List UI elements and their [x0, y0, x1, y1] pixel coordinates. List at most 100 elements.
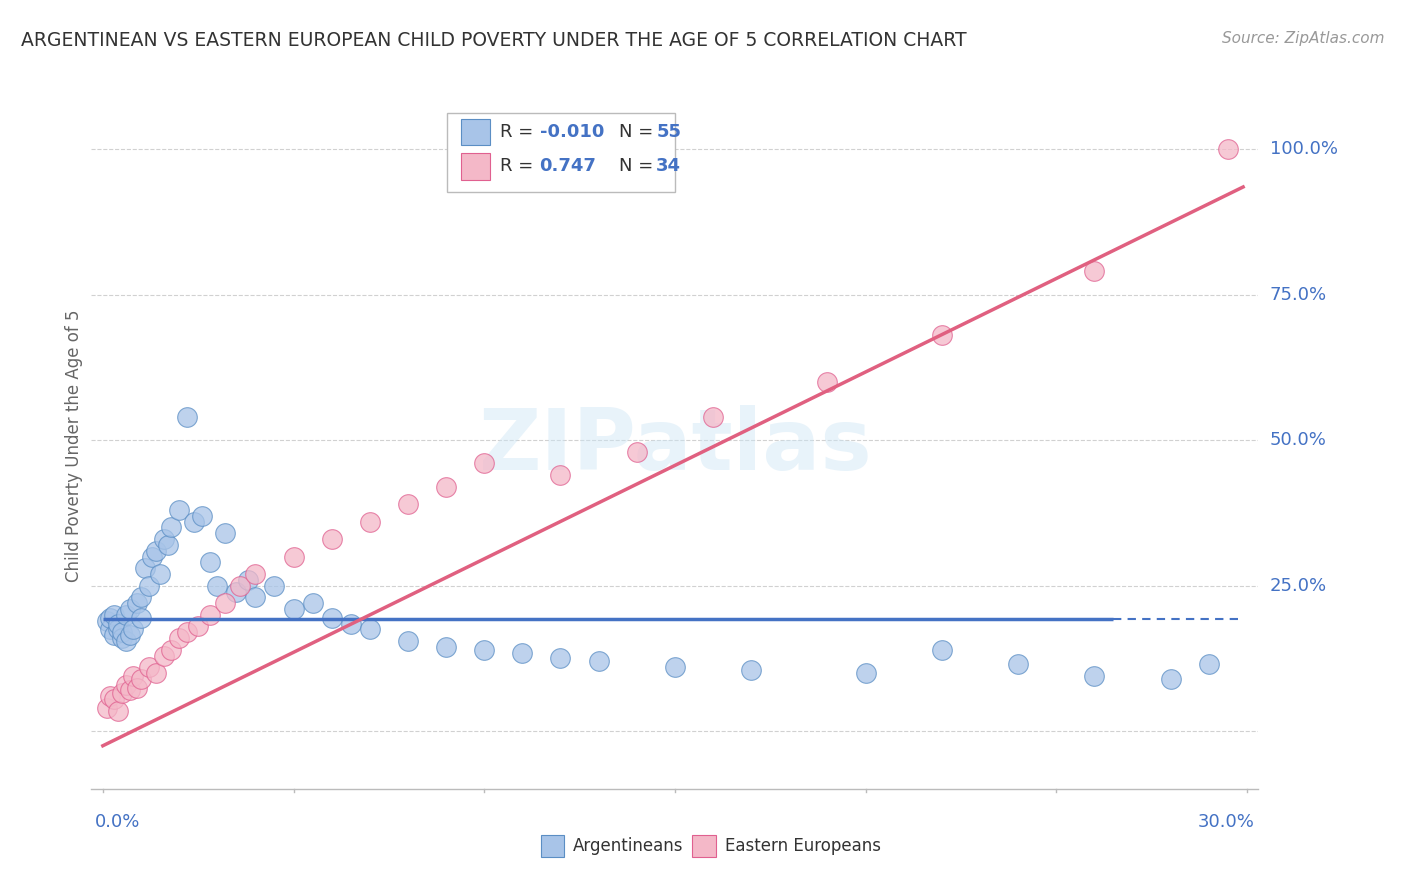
- Point: [283, 602, 305, 616]
- Point: [160, 642, 183, 657]
- Point: [100, 611, 122, 625]
- Text: 55: 55: [657, 123, 682, 141]
- Point: [198, 607, 221, 622]
- Text: N =: N =: [619, 123, 659, 141]
- Point: [472, 457, 495, 471]
- Point: [588, 654, 610, 668]
- Point: [321, 611, 343, 625]
- Point: [176, 625, 198, 640]
- Point: [100, 623, 122, 637]
- Point: [229, 579, 252, 593]
- Point: [111, 686, 134, 700]
- Text: -0.010: -0.010: [540, 123, 605, 141]
- Point: [512, 646, 534, 660]
- Point: [153, 648, 176, 663]
- Point: [176, 409, 198, 424]
- Point: [198, 556, 221, 570]
- Text: Source: ZipAtlas.com: Source: ZipAtlas.com: [1222, 31, 1385, 46]
- Point: [96, 701, 118, 715]
- Point: [114, 607, 136, 622]
- Point: [122, 669, 145, 683]
- Point: [207, 579, 229, 593]
- Point: [245, 591, 267, 605]
- Text: 75.0%: 75.0%: [1270, 285, 1327, 303]
- Point: [236, 573, 259, 587]
- Text: Argentineans: Argentineans: [574, 837, 683, 855]
- Point: [664, 660, 686, 674]
- Bar: [692, 835, 716, 856]
- Point: [107, 623, 129, 637]
- Point: [301, 596, 323, 610]
- Point: [156, 538, 179, 552]
- Point: [434, 480, 457, 494]
- Point: [396, 497, 419, 511]
- Text: 50.0%: 50.0%: [1270, 431, 1327, 450]
- Point: [931, 328, 953, 343]
- Point: [815, 375, 838, 389]
- Point: [118, 602, 141, 616]
- Point: [740, 663, 762, 677]
- Point: [118, 683, 141, 698]
- Point: [111, 631, 134, 645]
- Point: [96, 614, 118, 628]
- Point: [855, 665, 877, 680]
- Point: [550, 468, 572, 483]
- Text: R =: R =: [501, 158, 538, 176]
- Text: 0.747: 0.747: [540, 158, 596, 176]
- Point: [118, 628, 141, 642]
- Point: [103, 692, 125, 706]
- Point: [138, 660, 160, 674]
- Point: [1198, 657, 1220, 672]
- Point: [103, 628, 125, 642]
- Point: [100, 690, 122, 704]
- Point: [931, 642, 953, 657]
- Point: [1007, 657, 1029, 672]
- Point: [149, 567, 172, 582]
- Text: 0.0%: 0.0%: [96, 813, 141, 830]
- FancyBboxPatch shape: [447, 113, 675, 192]
- Text: R =: R =: [501, 123, 538, 141]
- Point: [339, 616, 361, 631]
- Point: [111, 625, 134, 640]
- Point: [187, 619, 209, 633]
- Point: [145, 543, 167, 558]
- Text: ZIPatlas: ZIPatlas: [478, 404, 872, 488]
- Point: [214, 526, 236, 541]
- Bar: [541, 835, 564, 856]
- Point: [129, 591, 152, 605]
- Point: [550, 651, 572, 665]
- Point: [134, 561, 156, 575]
- Point: [1083, 264, 1105, 278]
- Point: [214, 596, 236, 610]
- Point: [127, 596, 149, 610]
- Point: [359, 515, 381, 529]
- Point: [107, 616, 129, 631]
- Point: [702, 409, 724, 424]
- Point: [167, 631, 190, 645]
- Point: [1083, 669, 1105, 683]
- Point: [1216, 142, 1239, 156]
- Point: [472, 642, 495, 657]
- Point: [160, 520, 183, 534]
- Text: 34: 34: [657, 158, 682, 176]
- Point: [141, 549, 163, 564]
- Point: [138, 579, 160, 593]
- Point: [283, 549, 305, 564]
- Point: [434, 640, 457, 654]
- Point: [321, 532, 343, 546]
- Point: [145, 665, 167, 680]
- Text: 100.0%: 100.0%: [1270, 140, 1339, 158]
- Point: [167, 503, 190, 517]
- Bar: [461, 119, 491, 145]
- Point: [114, 678, 136, 692]
- Point: [245, 567, 267, 582]
- Point: [359, 623, 381, 637]
- Text: ARGENTINEAN VS EASTERN EUROPEAN CHILD POVERTY UNDER THE AGE OF 5 CORRELATION CHA: ARGENTINEAN VS EASTERN EUROPEAN CHILD PO…: [21, 31, 967, 50]
- Text: Eastern Europeans: Eastern Europeans: [725, 837, 882, 855]
- Point: [263, 579, 285, 593]
- Point: [225, 584, 247, 599]
- Text: 30.0%: 30.0%: [1198, 813, 1254, 830]
- Point: [129, 611, 152, 625]
- Point: [1160, 672, 1182, 686]
- Point: [191, 508, 214, 523]
